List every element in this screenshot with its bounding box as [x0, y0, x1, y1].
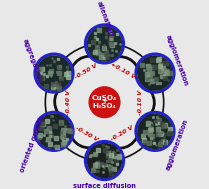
- Circle shape: [137, 55, 173, 91]
- Circle shape: [36, 114, 72, 149]
- FancyArrowPatch shape: [107, 57, 141, 75]
- FancyArrowPatch shape: [68, 129, 102, 148]
- Text: -0.10 V: -0.10 V: [138, 90, 143, 115]
- FancyArrowPatch shape: [144, 83, 154, 120]
- Circle shape: [137, 114, 173, 149]
- Text: surface diffusion: surface diffusion: [73, 183, 136, 189]
- Text: -0.50 V: -0.50 V: [74, 63, 99, 79]
- FancyArrowPatch shape: [68, 54, 99, 78]
- Circle shape: [88, 86, 121, 118]
- Text: aggregation: aggregation: [22, 38, 43, 83]
- FancyArrowPatch shape: [110, 127, 141, 150]
- Text: -0.40 V: -0.40 V: [66, 90, 71, 115]
- Text: alienation: alienation: [95, 0, 114, 37]
- Circle shape: [36, 55, 72, 91]
- Text: -0.30 V: -0.30 V: [74, 125, 99, 142]
- Circle shape: [87, 26, 122, 62]
- Text: CuSO₄: CuSO₄: [92, 94, 117, 101]
- Circle shape: [87, 143, 122, 178]
- Text: +0.10 V: +0.10 V: [109, 62, 136, 80]
- Text: agglomeration: agglomeration: [165, 118, 189, 170]
- Text: agglomeration: agglomeration: [165, 34, 189, 87]
- Text: -0.20 V: -0.20 V: [110, 125, 135, 142]
- Text: oriented growth: oriented growth: [19, 115, 45, 173]
- FancyArrowPatch shape: [55, 85, 65, 122]
- Text: H₂SO₄: H₂SO₄: [93, 103, 116, 109]
- Text: +: +: [101, 98, 108, 104]
